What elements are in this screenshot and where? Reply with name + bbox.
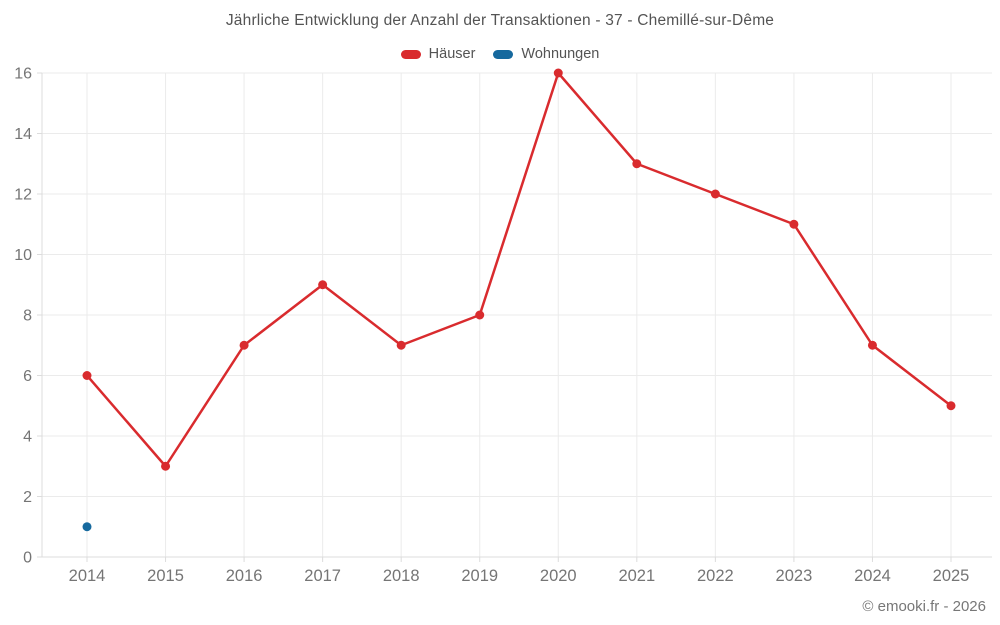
x-tick-label: 2017 <box>304 567 341 585</box>
y-tick-label: 14 <box>14 126 32 143</box>
data-point-wohnungen[interactable] <box>82 522 92 532</box>
x-tick-label: 2025 <box>933 567 970 585</box>
legend-label-haeuser: Häuser <box>428 46 476 62</box>
data-point-häuser[interactable] <box>396 340 406 350</box>
x-tick-label: 2024 <box>854 567 891 585</box>
wohnungen-swatch-icon <box>493 49 514 59</box>
data-point-häuser[interactable] <box>318 280 328 290</box>
x-tick-label: 2019 <box>461 567 498 585</box>
data-point-häuser[interactable] <box>475 310 485 320</box>
chart-legend: Häuser Wohnungen <box>0 46 1000 62</box>
data-point-häuser[interactable] <box>82 371 92 380</box>
series-line-häuser <box>85 71 953 468</box>
y-tick-label: 16 <box>14 66 32 83</box>
y-tick-label: 2 <box>23 489 32 506</box>
x-tick-label: 2015 <box>147 567 184 585</box>
x-tick-label: 2023 <box>776 567 813 585</box>
legend-item-haeuser[interactable]: Häuser <box>400 46 476 62</box>
data-point-häuser[interactable] <box>553 68 563 78</box>
data-point-häuser[interactable] <box>161 461 171 471</box>
x-tick-label: 2022 <box>697 567 734 585</box>
y-tick-label: 12 <box>14 187 32 204</box>
x-tick-label: 2021 <box>618 567 655 585</box>
chart-title: Jährliche Entwicklung der Anzahl der Tra… <box>225 12 775 29</box>
data-point-häuser[interactable] <box>239 340 249 350</box>
y-tick-label: 0 <box>23 550 32 567</box>
data-point-häuser[interactable] <box>946 401 956 411</box>
footer-credit: © emooki.fr - 2026 <box>862 598 986 615</box>
y-tick-label: 4 <box>23 429 32 446</box>
legend-label-wohnungen: Wohnungen <box>521 46 600 62</box>
x-tick-label: 2020 <box>540 567 577 585</box>
data-point-häuser[interactable] <box>867 340 877 350</box>
data-point-häuser[interactable] <box>789 219 799 229</box>
y-tick-label: 8 <box>23 308 32 325</box>
x-tick-label: 2014 <box>69 567 106 585</box>
haeuser-swatch-icon <box>400 49 421 59</box>
x-tick-label: 2016 <box>226 567 263 585</box>
data-point-häuser[interactable] <box>632 159 642 169</box>
y-tick-label: 6 <box>23 368 32 385</box>
x-tick-label: 2018 <box>383 567 420 585</box>
data-point-häuser[interactable] <box>710 189 720 199</box>
legend-item-wohnungen[interactable]: Wohnungen <box>493 46 599 62</box>
y-tick-label: 10 <box>14 247 32 264</box>
